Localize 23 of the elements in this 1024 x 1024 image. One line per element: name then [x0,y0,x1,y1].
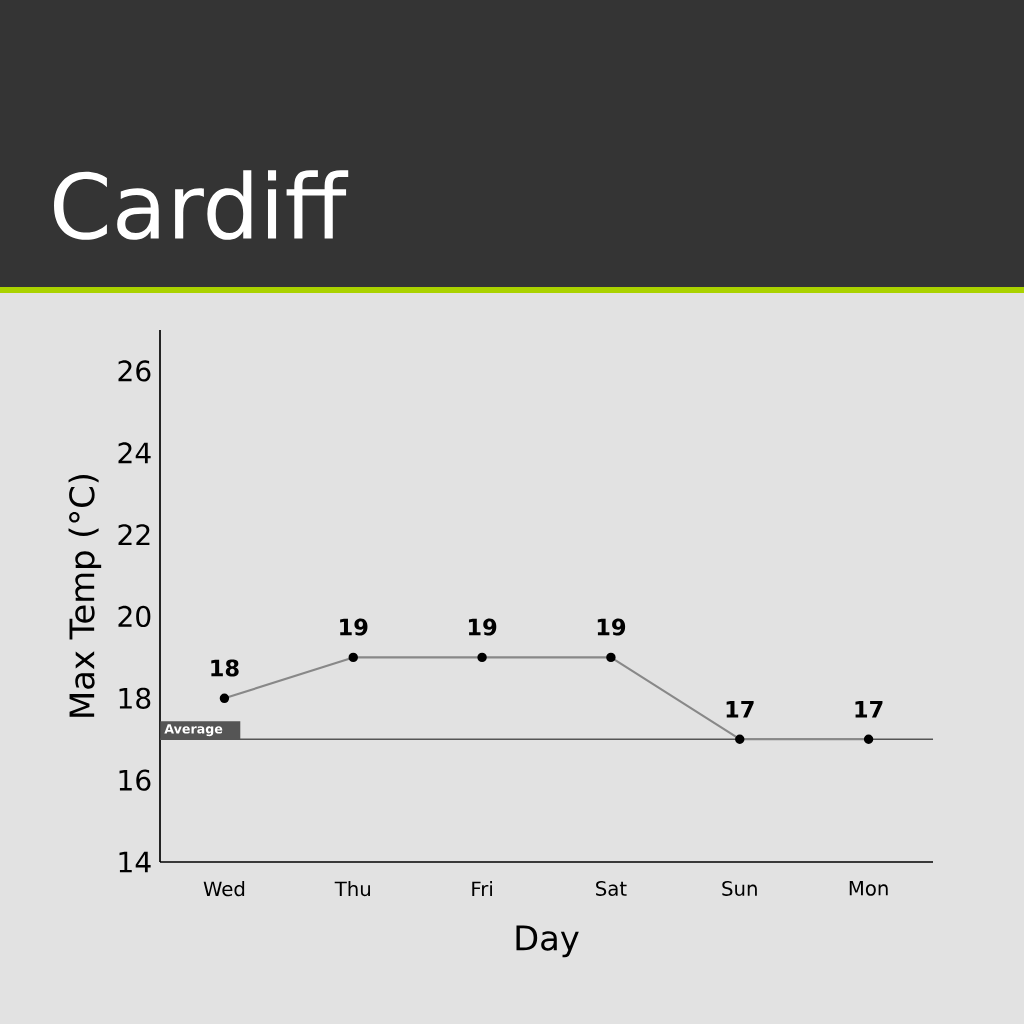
data-label: 19 [597,618,626,636]
y-axis-title: Max Temp (°C) [68,474,102,717]
y-tick-label: 26 [118,360,151,382]
data-label: 17 [855,700,883,718]
x-tick-label: Fri [472,881,492,896]
data-label: 19 [468,618,497,636]
y-tick-label: 14 [119,851,151,873]
data-label: 19 [340,618,368,636]
x-tick-label: Wed [203,881,245,897]
x-tick-label: Sat [596,881,627,896]
x-tick-label: Mon [849,881,888,896]
x-tick-label: Sun [722,881,757,896]
data-label: 18 [211,659,239,677]
y-tick-label: 16 [119,769,151,791]
x-axis-title: Day [516,925,579,958]
y-tick-label: 24 [118,442,151,464]
y-tick-label: 20 [118,605,151,628]
chart-title: Cardiff [54,170,349,240]
x-tick-label: Thu [334,881,370,897]
y-tick-label: 22 [118,524,150,546]
ref-line-label: Average [164,724,223,737]
data-label: 17 [726,700,754,718]
y-tick-label: 18 [119,687,151,709]
